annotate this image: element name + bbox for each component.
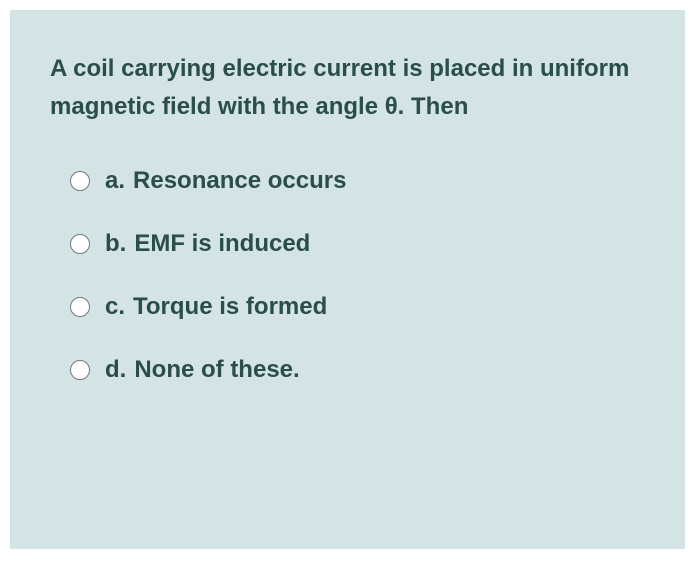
option-text-a: Resonance occurs (133, 167, 346, 195)
option-label-a: a. Resonance occurs (105, 167, 346, 195)
question-text: A coil carrying electric current is plac… (50, 50, 645, 127)
radio-option-d[interactable] (70, 360, 90, 380)
option-label-b: b. EMF is induced (105, 230, 310, 258)
question-container: A coil carrying electric current is plac… (10, 10, 685, 549)
option-row-c: c. Torque is formed (70, 293, 645, 321)
option-letter-d: d. (105, 356, 126, 384)
option-row-b: b. EMF is induced (70, 230, 645, 258)
options-container: a. Resonance occurs b. EMF is induced c.… (50, 167, 645, 384)
option-text-c: Torque is formed (133, 293, 327, 321)
option-row-d: d. None of these. (70, 356, 645, 384)
option-row-a: a. Resonance occurs (70, 167, 645, 195)
option-label-c: c. Torque is formed (105, 293, 327, 321)
radio-option-a[interactable] (70, 171, 90, 191)
radio-option-c[interactable] (70, 297, 90, 317)
option-text-b: EMF is induced (134, 230, 310, 258)
option-text-d: None of these. (134, 356, 299, 384)
option-label-d: d. None of these. (105, 356, 300, 384)
option-letter-b: b. (105, 230, 126, 258)
option-letter-a: a. (105, 167, 125, 195)
option-letter-c: c. (105, 293, 125, 321)
radio-option-b[interactable] (70, 234, 90, 254)
